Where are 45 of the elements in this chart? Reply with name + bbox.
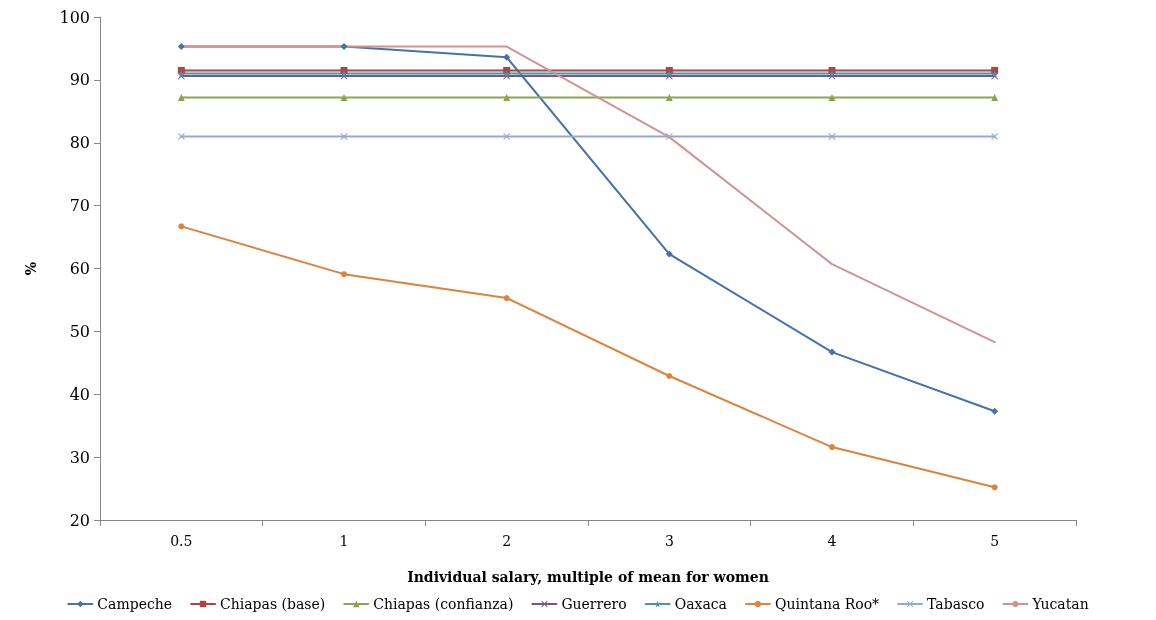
point [829, 444, 835, 451]
x-tick-label: 3 [664, 533, 674, 549]
y-tick-label: 80 [69, 133, 90, 153]
y-tick-label: 100 [59, 7, 90, 27]
point [177, 43, 185, 51]
x-tick-label: 5 [990, 533, 1000, 549]
x-axis-title: Individual salary, multiple of mean for women [407, 569, 769, 585]
x-tick-label: 4 [827, 533, 837, 549]
y-tick-label: 40 [69, 384, 90, 404]
point [340, 43, 348, 51]
x-tick-label: 0.5 [170, 533, 193, 549]
legend-label: Campeche [97, 596, 173, 612]
point [503, 53, 511, 61]
point [341, 271, 347, 278]
point [340, 132, 348, 140]
point [991, 484, 998, 491]
point [177, 93, 185, 101]
legend-label: Quintana Roo* [774, 596, 880, 612]
y-tick-label: 30 [69, 447, 90, 467]
point [991, 407, 999, 415]
point [340, 93, 348, 101]
y-tick-label: 60 [69, 259, 90, 278]
legend-label: Yucatan [1031, 596, 1089, 612]
legend-label: Oaxaca [674, 596, 727, 612]
point [666, 373, 673, 380]
point [503, 295, 510, 302]
point [991, 93, 999, 101]
point [503, 93, 511, 101]
point [828, 348, 836, 356]
point [828, 132, 836, 140]
x-tick-label: 1 [339, 533, 349, 549]
y-tick-label: 20 [69, 510, 90, 530]
point [178, 223, 185, 230]
y-tick-label: 50 [69, 321, 90, 341]
point [665, 93, 673, 101]
x-tick-label: 2 [502, 533, 512, 549]
y-tick-label: 90 [69, 70, 90, 90]
legend-label: Chiapas (base) [220, 596, 326, 612]
y-axis-title: % [23, 261, 39, 276]
legend-label: Chiapas (confianza) [373, 596, 514, 612]
legend-label: Tabasco [927, 596, 985, 612]
point [828, 93, 836, 101]
point [665, 250, 673, 258]
y-tick-label: 70 [69, 196, 90, 216]
legend-label: Guerrero [561, 596, 627, 612]
